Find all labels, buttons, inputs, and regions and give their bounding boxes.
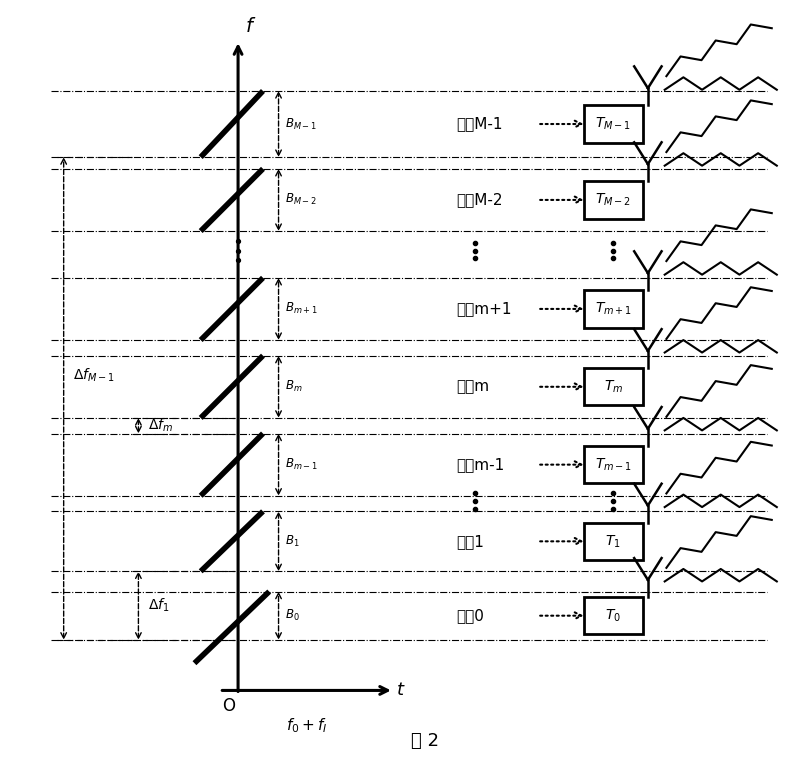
Text: t: t xyxy=(397,681,404,700)
Text: 子市m: 子市m xyxy=(456,379,489,394)
Text: 子市m-1: 子市m-1 xyxy=(456,457,504,472)
Text: $T_{M-2}$: $T_{M-2}$ xyxy=(595,192,631,208)
Text: $T_{m-1}$: $T_{m-1}$ xyxy=(594,456,632,473)
Text: 图 2: 图 2 xyxy=(411,732,439,750)
Text: $T_m$: $T_m$ xyxy=(604,378,623,395)
Text: $B_{m-1}$: $B_{m-1}$ xyxy=(285,457,318,472)
FancyBboxPatch shape xyxy=(584,290,643,327)
Text: $B_{M-1}$: $B_{M-1}$ xyxy=(285,117,317,132)
Text: $B_m$: $B_m$ xyxy=(285,379,302,394)
Text: $\Delta f_1$: $\Delta f_1$ xyxy=(148,597,170,614)
Text: 子市m+1: 子市m+1 xyxy=(456,302,511,316)
Text: $T_{M-1}$: $T_{M-1}$ xyxy=(595,116,631,132)
Text: O: O xyxy=(222,697,235,715)
Text: $B_{m+1}$: $B_{m+1}$ xyxy=(285,302,318,317)
Text: $T_1$: $T_1$ xyxy=(606,533,621,550)
FancyBboxPatch shape xyxy=(584,368,643,406)
Text: 子市0: 子市0 xyxy=(456,608,484,623)
Text: $T_{m+1}$: $T_{m+1}$ xyxy=(594,301,632,317)
Text: $\Delta f_m$: $\Delta f_m$ xyxy=(148,417,173,434)
Text: $f_0+f_I$: $f_0+f_I$ xyxy=(286,716,327,735)
Text: 子市M-2: 子市M-2 xyxy=(456,193,502,208)
Text: $\Delta f_{M-1}$: $\Delta f_{M-1}$ xyxy=(73,366,115,384)
FancyBboxPatch shape xyxy=(584,105,643,143)
Text: 子市1: 子市1 xyxy=(456,534,484,549)
Text: $T_0$: $T_0$ xyxy=(606,607,622,624)
FancyBboxPatch shape xyxy=(584,446,643,484)
Text: f: f xyxy=(246,17,253,36)
FancyBboxPatch shape xyxy=(584,523,643,560)
Text: $B_{M-2}$: $B_{M-2}$ xyxy=(285,193,317,208)
Text: 子市M-1: 子市M-1 xyxy=(456,117,502,132)
Text: $B_0$: $B_0$ xyxy=(285,608,299,623)
FancyBboxPatch shape xyxy=(584,597,643,634)
FancyBboxPatch shape xyxy=(584,181,643,218)
Text: $B_1$: $B_1$ xyxy=(285,534,299,549)
